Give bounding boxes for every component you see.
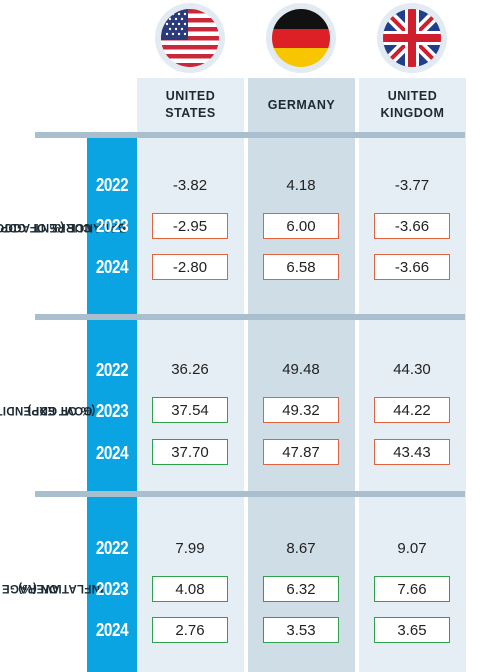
section-label-govt-expenditure: GOVT EXPENDITURE(% OF GDP) [0,403,96,416]
value-cell: 49.48 [282,360,320,378]
value-cell: 6.58 [263,254,339,280]
value-cell: 4.08 [152,576,228,602]
value-cell: -2.95 [152,213,228,239]
year-bar-inflation [87,497,137,672]
year-label: 2022 [95,538,129,558]
value-cell: 9.07 [397,539,427,557]
year-label: 2023 [95,579,129,599]
country-header-us: UNITED STATES [165,89,216,120]
column-background-us [137,78,244,672]
value-cell: 37.70 [152,439,228,465]
year-bar-govt-expenditure [87,320,137,491]
value-cell: -3.66 [374,213,450,239]
value-cell: 7.99 [175,539,205,557]
value-cell: -3.66 [374,254,450,280]
value-cell: 43.43 [374,439,450,465]
year-label: 2024 [95,257,129,277]
year-label: 2022 [95,175,129,195]
section-label-inflation: AVERAGE INFLATION (%) [1,581,104,594]
year-label: 2023 [95,216,129,236]
value-cell: 4.18 [286,176,316,194]
value-cell: -3.82 [172,176,208,194]
country-header-germany: GERMANY [267,97,336,112]
value-cell: 44.30 [393,360,431,378]
year-label: 2024 [95,443,129,463]
us-flag-icon [155,3,225,73]
value-cell: 2.76 [152,617,228,643]
country-header-uk: UNITED KINGDOM [380,89,445,120]
value-cell: 3.53 [263,617,339,643]
column-background-uk [359,78,466,672]
value-cell: -3.77 [394,176,430,194]
section-divider [35,491,465,497]
section-label-current-account: CURRENT ACCOUNTBALANCE (% OF GDP) [0,220,126,233]
column-background-germany [248,78,355,672]
value-cell: 49.32 [263,397,339,423]
value-cell: -2.80 [152,254,228,280]
germany-flag-icon [266,3,336,73]
year-label: 2023 [95,401,129,421]
section-divider [35,314,465,320]
value-cell: 7.66 [374,576,450,602]
value-cell: 36.26 [171,360,209,378]
year-label: 2022 [95,360,129,380]
uk-flag-icon [377,3,447,73]
value-cell: 37.54 [152,397,228,423]
value-cell: 6.00 [263,213,339,239]
year-bar-current-account [87,138,137,314]
value-cell: 3.65 [374,617,450,643]
value-cell: 8.67 [286,539,316,557]
year-label: 2024 [95,620,129,640]
value-cell: 44.22 [374,397,450,423]
section-divider [35,132,465,138]
value-cell: 6.32 [263,576,339,602]
value-cell: 47.87 [263,439,339,465]
